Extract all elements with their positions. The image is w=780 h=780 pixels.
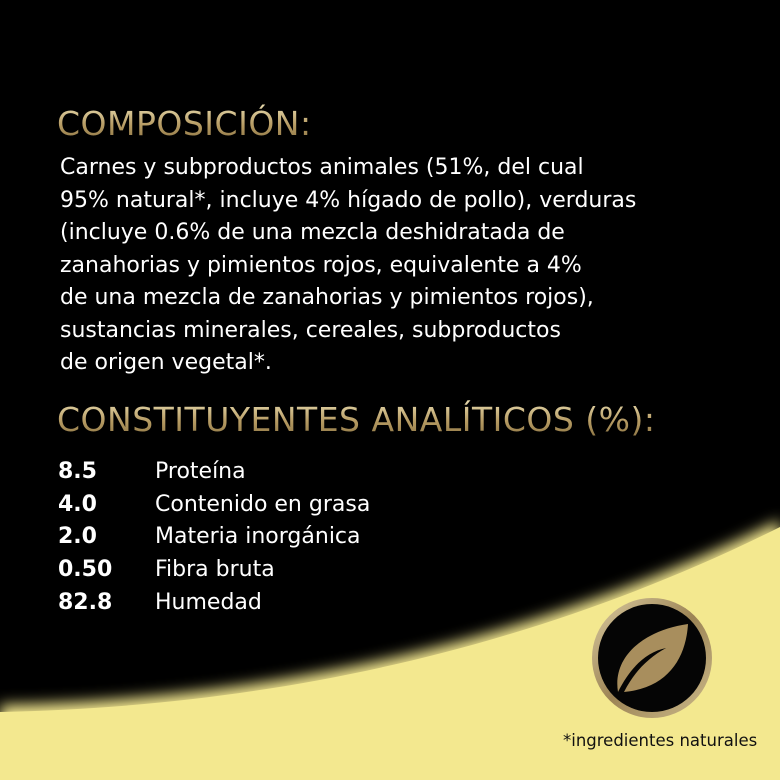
leaf-icon xyxy=(592,598,712,718)
composition-text: Carnes y subproductos animales (51%, del… xyxy=(60,152,636,380)
row-value: 0.50 xyxy=(58,557,113,583)
composition-line: de una mezcla de zanahorias y pimientos … xyxy=(60,285,594,310)
analytical-table: 8.5 Proteína 4.0 Contenido en grasa 2.0 Mat… xyxy=(58,456,370,619)
row-label: Fibra bruta xyxy=(155,557,275,583)
analytical-row: 4.0 Contenido en grasa xyxy=(58,489,370,522)
row-value: 8.5 xyxy=(58,459,97,484)
row-label: Contenido en grasa xyxy=(155,491,371,517)
analytical-row: 2.0 Materia inorgánica xyxy=(58,521,370,554)
composition-line: de origen vegetal*. xyxy=(60,350,272,375)
composition-line: (incluye 0.6% de una mezcla deshidratada… xyxy=(60,220,565,245)
row-value: 2.0 xyxy=(58,524,97,550)
composition-line: 95% natural*, incluye 4% hígado de pollo… xyxy=(60,187,637,213)
footnote: *ingredientes naturales xyxy=(563,731,758,750)
composition-line: Carnes y subproductos animales (51%, del… xyxy=(60,155,584,180)
row-label: Materia inorgánica xyxy=(155,524,361,550)
analytical-row: 82.8 Humedad xyxy=(58,587,370,620)
composition-heading: COMPOSICIÓN: xyxy=(57,104,312,143)
row-value: 4.0 xyxy=(58,491,97,517)
composition-line: sustancias minerales, cereales, subprodu… xyxy=(60,317,561,343)
analytical-row: 0.50 Fibra bruta xyxy=(58,554,370,587)
analytical-heading: CONSTITUYENTES ANALÍTICOS (%): xyxy=(57,400,656,439)
composition-line: zanahorias y pimientos rojos, equivalent… xyxy=(60,252,582,278)
row-value: 82.8 xyxy=(58,589,113,615)
row-label: Humedad xyxy=(155,589,262,615)
analytical-row: 8.5 Proteína xyxy=(58,456,370,489)
row-label: Proteína xyxy=(155,459,246,484)
